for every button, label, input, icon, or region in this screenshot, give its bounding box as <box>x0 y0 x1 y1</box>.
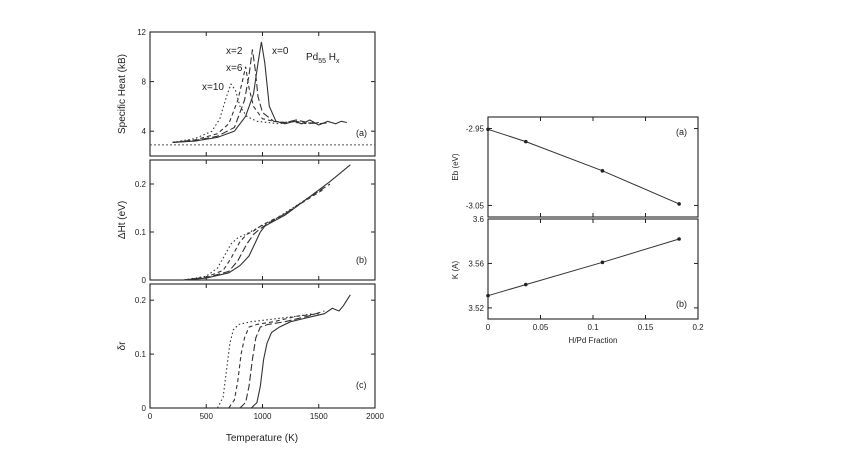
binding-energy-ylabel: Eb (eV) <box>451 153 460 180</box>
ytick-label-4-2: 3.6 <box>473 215 485 224</box>
ytick-label-3-1: -3.05 <box>466 201 485 210</box>
series-label-x0: x=0 <box>272 46 289 57</box>
series-line-0-x-2 <box>172 49 331 143</box>
series-line-1-x-6 <box>183 188 325 281</box>
ytick-label-2-2: 0.2 <box>135 296 147 305</box>
binding-energy-panel-tag: (a) <box>676 127 687 137</box>
xtick-label-2-0: 0 <box>148 412 153 421</box>
k-ylabel: K (A) <box>451 261 460 280</box>
xtick-label-4-1: 0.05 <box>533 323 549 332</box>
data-point-3-1 <box>524 139 528 144</box>
data-point-4-1 <box>524 282 528 287</box>
hpd-fraction-xlabel: H/Pd Fraction <box>569 336 618 345</box>
xtick-label-2-3: 1500 <box>310 412 328 421</box>
series-line-0-x-6 <box>172 66 319 143</box>
series-line-4-series-0 <box>487 238 680 297</box>
delta-r-ylabel: δr <box>117 341 128 351</box>
formula-mid: H <box>326 52 336 63</box>
k-panel-tag: (b) <box>676 299 687 309</box>
specific-heat-panel: Specific Heat (kB) (a) Pd55 Hx x=0 x=2 x… <box>117 28 376 157</box>
xtick-label-4-0: 0 <box>486 323 491 332</box>
ytick-label-4-1: 3.56 <box>468 259 484 268</box>
series-line-3-series-0 <box>487 128 680 205</box>
specific-heat-ylabel: Specific Heat (kB) <box>117 54 128 134</box>
series-line-1-x-10 <box>183 190 320 281</box>
formula-label: Pd55 Hx <box>306 52 340 65</box>
ytick-label-2-0: 0 <box>142 404 147 413</box>
series-line-2-x-0 <box>250 294 351 409</box>
data-point-4-2 <box>600 260 605 265</box>
xtick-label-2-1: 500 <box>200 412 214 421</box>
formula-base: Pd <box>306 52 318 63</box>
xtick-label-4-2: 0.1 <box>587 323 599 332</box>
delta-ht-panel: ΔHt (eV) (b) 0 0.1 0.2 <box>117 159 376 285</box>
binding-energy-panel: Eb (eV) (a) -2.95 -3.05 <box>451 116 699 218</box>
xtick-label-2-4: 2000 <box>366 412 384 421</box>
series-label-x10: x=10 <box>202 82 224 93</box>
series-line-1-x-2 <box>183 183 331 281</box>
ytick-label-3-0: -2.95 <box>466 125 485 134</box>
ytick-label-0-0: 4 <box>142 127 147 136</box>
series-label-x2: x=2 <box>226 46 243 57</box>
k-frame <box>487 218 699 320</box>
data-point-3-2 <box>600 169 605 173</box>
data-point-3-3 <box>677 202 681 206</box>
delta-r-panel: δr (c) Temperature (K) 0 0.1 0.2 0 500 1000 15… <box>117 283 384 444</box>
series-label-x6: x=6 <box>226 63 243 74</box>
xtick-label-4-4: 0.2 <box>692 323 704 332</box>
series-line-2-x-10 <box>217 313 314 409</box>
data-point-3-0 <box>486 127 490 132</box>
data-point-4-0 <box>486 293 490 298</box>
delta-r-frame <box>149 283 376 409</box>
ytick-label-1-2: 0.2 <box>135 180 147 189</box>
ytick-label-2-1: 0.1 <box>135 350 147 359</box>
data-point-4-3 <box>677 237 681 241</box>
series-line-0-x-0 <box>172 41 348 143</box>
series-line-2-x-6 <box>228 313 319 409</box>
formula-sub2: x <box>336 58 340 65</box>
ytick-label-4-0: 3.52 <box>468 304 484 313</box>
ytick-label-1-0: 0 <box>142 276 147 285</box>
series-line-0-x-10 <box>172 82 314 143</box>
series-line-2-x-2 <box>239 310 325 409</box>
delta-ht-ylabel: ΔHt (eV) <box>117 201 128 239</box>
specific-heat-panel-tag: (a) <box>356 128 367 138</box>
ytick-label-0-2: 12 <box>137 28 146 37</box>
ytick-label-0-1: 8 <box>142 78 147 87</box>
xtick-label-2-2: 1000 <box>254 412 272 421</box>
k-panel: K (A) (b) H/Pd Fraction 3.52 3.56 3.6 0 0.05… <box>451 215 704 345</box>
formula-sub1: 55 <box>318 58 326 65</box>
temperature-xlabel: Temperature (K) <box>226 433 298 444</box>
xtick-label-4-3: 0.15 <box>638 323 654 332</box>
delta-ht-frame <box>149 159 376 281</box>
delta-ht-panel-tag: (b) <box>356 255 367 265</box>
delta-r-panel-tag: (c) <box>356 380 367 390</box>
ytick-label-1-1: 0.1 <box>135 228 147 237</box>
